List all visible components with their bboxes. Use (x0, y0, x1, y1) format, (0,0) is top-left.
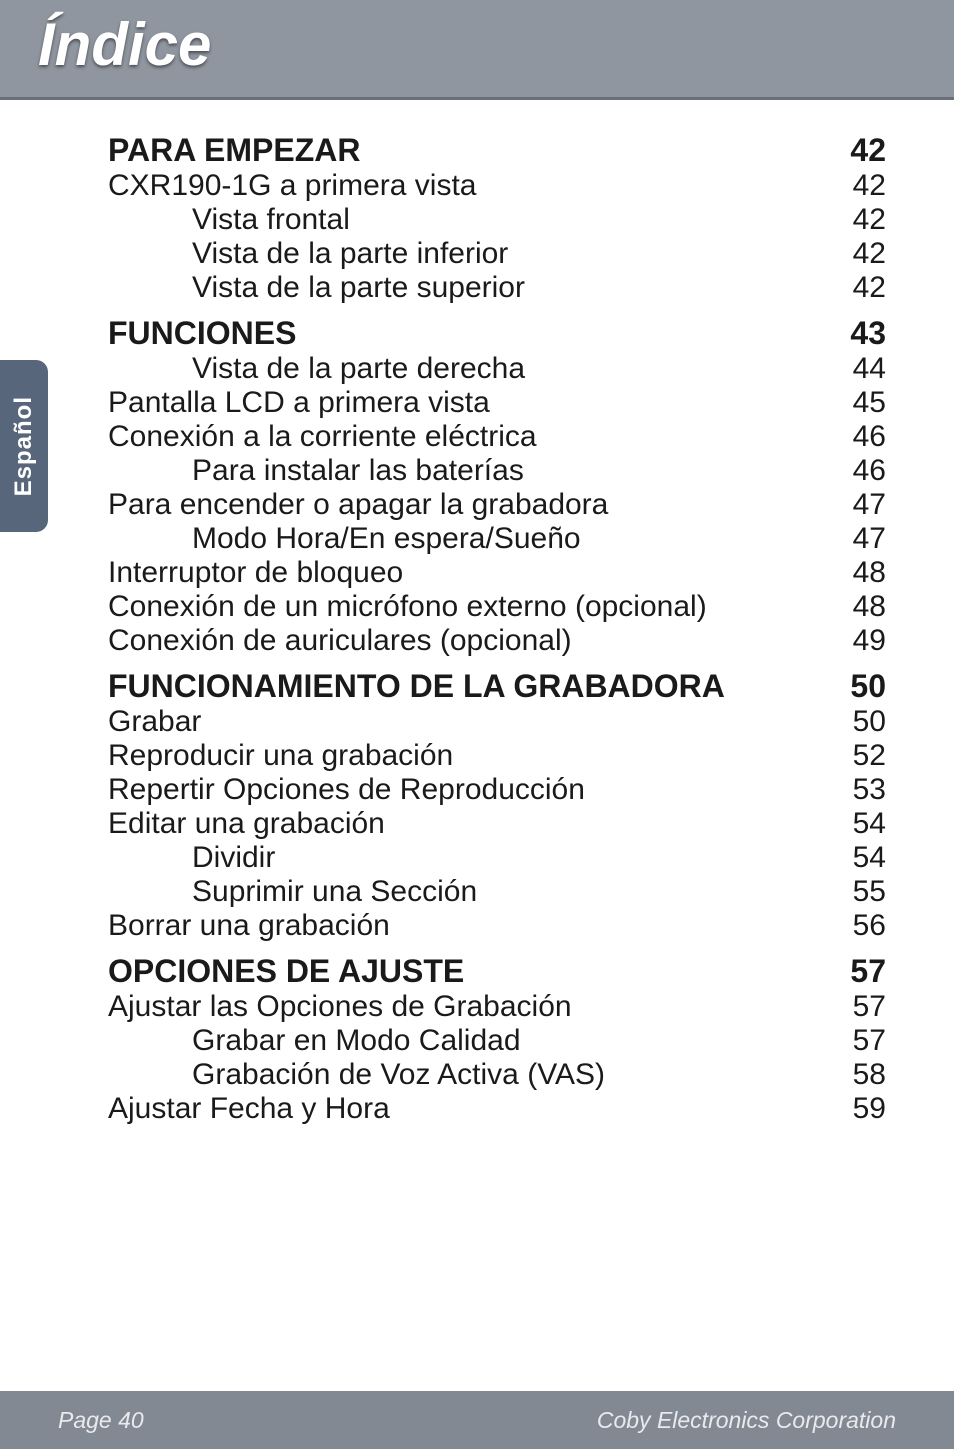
toc-entry-page: 48 (853, 556, 886, 590)
toc-entry-page: 55 (853, 875, 886, 909)
toc-entry: Vista frontal 42 (108, 203, 886, 237)
toc-entry: Dividir 54 (108, 841, 886, 875)
toc-heading-label: OPCIONES DE AJUSTE (108, 953, 464, 990)
footer-bar: Page 40 Coby Electronics Corporation (0, 1391, 954, 1449)
toc-entry: Conexión de auriculares (opcional) 49 (108, 624, 886, 658)
toc-entry-label: Repertir Opciones de Reproducción (108, 773, 585, 807)
toc-heading-page: 57 (850, 953, 886, 990)
toc-heading: OPCIONES DE AJUSTE 57 (108, 953, 886, 990)
toc-entry-page: 45 (853, 386, 886, 420)
toc-entry: CXR190-1G a primera vista 42 (108, 169, 886, 203)
toc-entry-page: 47 (853, 522, 886, 556)
toc-entry-label: Suprimir una Sección (192, 875, 477, 909)
toc-entry-page: 59 (853, 1092, 886, 1126)
toc-entry-label: Interruptor de bloqueo (108, 556, 403, 590)
toc-entry-page: 52 (853, 739, 886, 773)
toc-entry-label: Grabar en Modo Calidad (192, 1024, 521, 1058)
toc-entry: Vista de la parte derecha 44 (108, 352, 886, 386)
toc-entry-label: Vista de la parte inferior (192, 237, 508, 271)
toc-entry-page: 46 (853, 420, 886, 454)
toc-entry-page: 54 (853, 807, 886, 841)
toc-entry: Borrar una grabación 56 (108, 909, 886, 943)
toc-entry: Reproducir una grabación 52 (108, 739, 886, 773)
toc-entry: Suprimir una Sección 55 (108, 875, 886, 909)
toc-entry-label: Reproducir una grabación (108, 739, 453, 773)
toc-entry: Interruptor de bloqueo 48 (108, 556, 886, 590)
toc-heading: PARA EMPEZAR 42 (108, 132, 886, 169)
toc-entry: Vista de la parte superior 42 (108, 271, 886, 305)
toc-entry: Ajustar Fecha y Hora 59 (108, 1092, 886, 1126)
toc-heading: FUNCIONES 43 (108, 315, 886, 352)
toc-entry-label: Conexión de auriculares (opcional) (108, 624, 572, 658)
toc-heading-label: FUNCIONES (108, 315, 296, 352)
header-band: Índice (0, 0, 954, 100)
toc-entry: Conexión a la corriente eléctrica 46 (108, 420, 886, 454)
toc-entry-page: 53 (853, 773, 886, 807)
toc-entry: Ajustar las Opciones de Grabación 57 (108, 990, 886, 1024)
toc-entry-label: Editar una grabación (108, 807, 385, 841)
toc-entry-page: 42 (853, 169, 886, 203)
toc-entry: Pantalla LCD a primera vista 45 (108, 386, 886, 420)
toc-entry-page: 48 (853, 590, 886, 624)
toc-entry: Grabar 50 (108, 705, 886, 739)
toc-entry-label: CXR190-1G a primera vista (108, 169, 476, 203)
toc-entry: Para encender o apagar la grabadora 47 (108, 488, 886, 522)
toc-entry-label: Modo Hora/En espera/Sueño (192, 522, 581, 556)
toc-entry-label: Conexión de un micrófono externo (opcion… (108, 590, 707, 624)
toc-heading-page: 42 (850, 132, 886, 169)
toc-entry-label: Grabar (108, 705, 201, 739)
toc-entry-label: Para encender o apagar la grabadora (108, 488, 608, 522)
toc-heading: FUNCIONAMIENTO DE LA GRABADORA 50 (108, 668, 886, 705)
toc-entry-page: 50 (853, 705, 886, 739)
page-title: Índice (38, 10, 211, 79)
toc-entry-label: Vista de la parte derecha (192, 352, 525, 386)
toc-entry-label: Ajustar las Opciones de Grabación (108, 990, 572, 1024)
toc-entry-page: 46 (853, 454, 886, 488)
toc-entry: Modo Hora/En espera/Sueño 47 (108, 522, 886, 556)
toc-entry-page: 49 (853, 624, 886, 658)
toc-entry-label: Borrar una grabación (108, 909, 390, 943)
toc-entry-label: Dividir (192, 841, 275, 875)
toc-heading-label: PARA EMPEZAR (108, 132, 360, 169)
toc-entry-page: 44 (853, 352, 886, 386)
toc-entry: Repertir Opciones de Reproducción 53 (108, 773, 886, 807)
toc-entry-page: 42 (853, 203, 886, 237)
toc-entry-page: 58 (853, 1058, 886, 1092)
toc-entry: Editar una grabación 54 (108, 807, 886, 841)
toc-entry-label: Grabación de Voz Activa (VAS) (192, 1058, 605, 1092)
toc-entry-label: Conexión a la corriente eléctrica (108, 420, 537, 454)
toc-entry: Vista de la parte inferior 42 (108, 237, 886, 271)
toc-entry-page: 57 (853, 1024, 886, 1058)
toc-entry-page: 42 (853, 271, 886, 305)
toc-entry-label: Para instalar las baterías (192, 454, 524, 488)
toc-entry-label: Pantalla LCD a primera vista (108, 386, 490, 420)
toc-heading-label: FUNCIONAMIENTO DE LA GRABADORA (108, 668, 725, 705)
toc-entry-page: 54 (853, 841, 886, 875)
toc-heading-page: 50 (850, 668, 886, 705)
footer-page-number: Page 40 (58, 1407, 144, 1434)
toc-entry-label: Ajustar Fecha y Hora (108, 1092, 390, 1126)
toc-entry: Para instalar las baterías 46 (108, 454, 886, 488)
toc-content: PARA EMPEZAR 42CXR190-1G a primera vista… (0, 100, 954, 1126)
language-tab-label: Español (10, 396, 38, 496)
toc-entry-page: 47 (853, 488, 886, 522)
toc-entry: Grabar en Modo Calidad 57 (108, 1024, 886, 1058)
toc-entry-page: 57 (853, 990, 886, 1024)
toc-entry-page: 56 (853, 909, 886, 943)
toc-entry: Grabación de Voz Activa (VAS) 58 (108, 1058, 886, 1092)
toc-heading-page: 43 (850, 315, 886, 352)
toc-entry-label: Vista de la parte superior (192, 271, 525, 305)
language-tab: Español (0, 360, 48, 532)
toc-entry: Conexión de un micrófono externo (opcion… (108, 590, 886, 624)
toc-entry-label: Vista frontal (192, 203, 350, 237)
footer-company: Coby Electronics Corporation (597, 1407, 896, 1434)
toc-entry-page: 42 (853, 237, 886, 271)
